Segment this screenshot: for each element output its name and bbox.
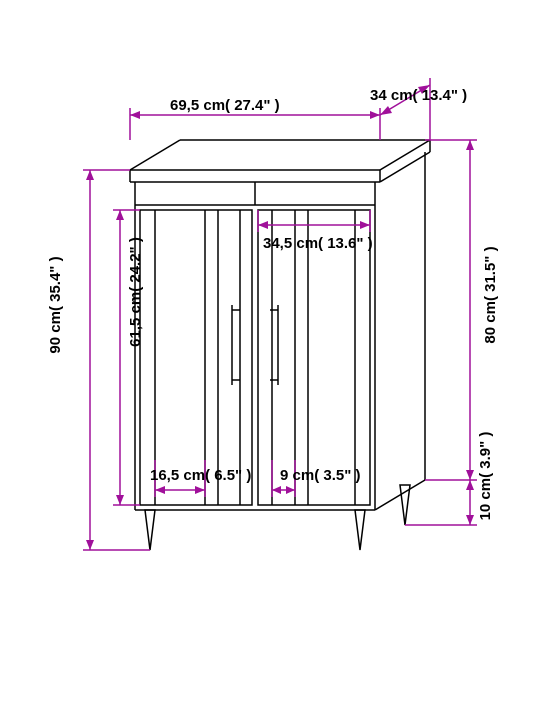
label-inner-width: 34,5 cm( 13.6" ): [263, 235, 373, 252]
cabinet-doors: [140, 210, 370, 505]
cabinet-top-surface: [130, 140, 430, 170]
label-panel-b: 9 cm( 3.5" ): [280, 467, 360, 484]
cabinet-top-slab: [130, 140, 430, 182]
label-depth: 34 cm( 13.4" ): [370, 87, 467, 104]
label-leg-height: 10 cm( 3.9" ): [477, 432, 494, 521]
label-total-height: 90 cm( 35.4" ): [47, 256, 64, 353]
dim-width: 69,5 cm( 27.4" ): [130, 97, 380, 140]
label-width: 69,5 cm( 27.4" ): [170, 97, 280, 114]
label-panel-a: 16,5 cm( 6.5" ): [150, 467, 251, 484]
dim-body-height: 80 cm( 31.5" ): [425, 140, 499, 480]
dim-panel-b: 9 cm( 3.5" ): [272, 460, 360, 497]
cabinet-diagram: 69,5 cm( 27.4" ) 34 cm( 13.4" ) 90 cm( 3…: [0, 0, 540, 720]
dim-panel-a: 16,5 cm( 6.5" ): [150, 460, 251, 497]
door-handles: [232, 305, 278, 385]
label-door-height: 61,5 cm( 24.2" ): [127, 237, 144, 347]
dim-depth: 34 cm( 13.4" ): [370, 78, 467, 140]
dim-leg-height: 10 cm( 3.9" ): [405, 432, 494, 525]
label-body-height: 80 cm( 31.5" ): [482, 246, 499, 343]
